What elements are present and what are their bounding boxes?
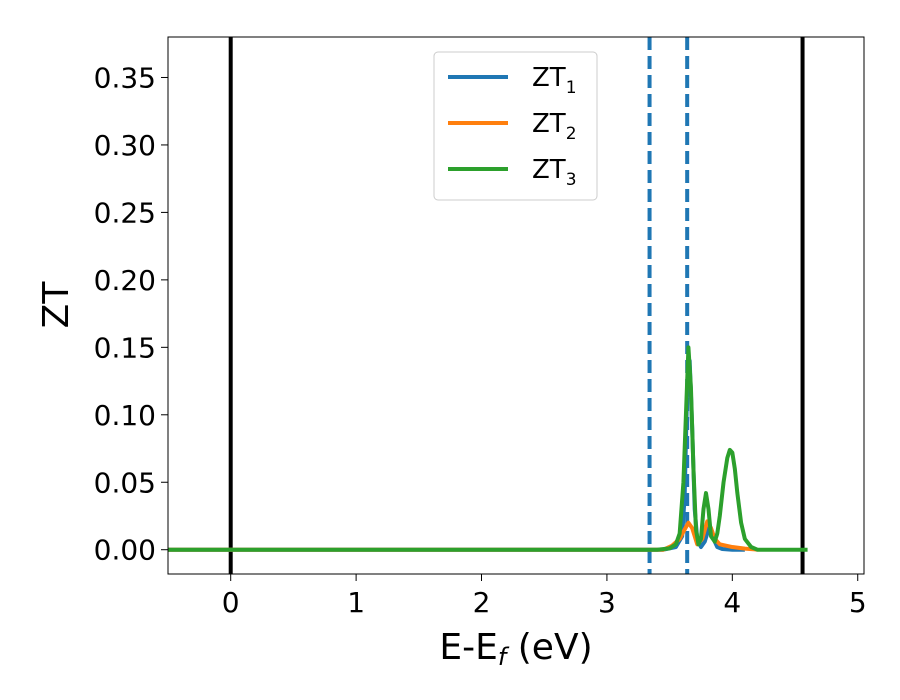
x-axis-title-unit: (eV) [506,627,592,668]
legend-label-2: ZT2 [532,109,577,144]
legend: ZT1 ZT2 ZT3 [433,51,598,201]
x-tick-label: 4 [723,586,741,619]
x-tick-label: 1 [347,586,365,619]
y-tick-label: 0.25 [94,196,156,229]
vertical-lines-layer [228,37,805,574]
series-layer [168,345,808,552]
series-line-1 [168,358,745,552]
x-tick-label: 3 [598,586,616,619]
x-tick-label: 5 [849,586,867,619]
y-axis-ticks: 0.00 0.05 0.10 0.15 0.20 0.25 0.30 0.35 [94,61,168,567]
series-line-3 [168,345,808,552]
y-tick-label: 0.20 [94,264,156,297]
legend-box [433,51,598,201]
x-tick-label: 0 [222,586,240,619]
x-tick-label: 2 [473,586,491,619]
y-tick-label: 0.30 [94,129,156,162]
y-tick-label: 0.10 [94,399,156,432]
plot-frame [167,36,865,575]
y-axis-title: ZT [36,281,77,329]
y-tick-label: 0.05 [94,466,156,499]
x-axis-ticks: 0 1 2 3 4 5 [222,574,867,619]
series-line-2 [168,519,758,552]
y-tick-label: 0.15 [94,331,156,364]
x-axis-title: E-Ef (eV) [439,627,592,671]
legend-label-3: ZT3 [532,155,577,190]
legend-label-1: ZT1 [532,63,577,98]
y-tick-label: 0.35 [94,61,156,94]
y-tick-label: 0.00 [94,534,156,567]
